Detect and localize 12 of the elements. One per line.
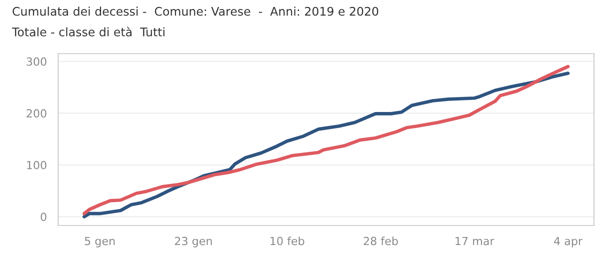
y-tick-label: 100: [27, 160, 46, 170]
chart-subtitle: Totale - classe di età Tutti: [12, 26, 164, 36]
x-tick-label: 23 gen: [174, 236, 212, 248]
x-tick-label: 4 apr: [554, 236, 583, 248]
x-tick-label: 5 gen: [84, 236, 115, 248]
x-tick-label: 10 feb: [270, 236, 304, 246]
y-tick-label: 300: [26, 57, 46, 66]
x-tick-label: 28 feb: [364, 236, 398, 246]
y-tick-label: 200: [26, 109, 46, 118]
x-tick-label: 17 mar: [456, 236, 494, 246]
y-tick-label: 0: [40, 212, 46, 222]
chart-title: Cumulata dei decessi - Comune: Varese - Anni: 2019 e 2020: [12, 6, 378, 16]
